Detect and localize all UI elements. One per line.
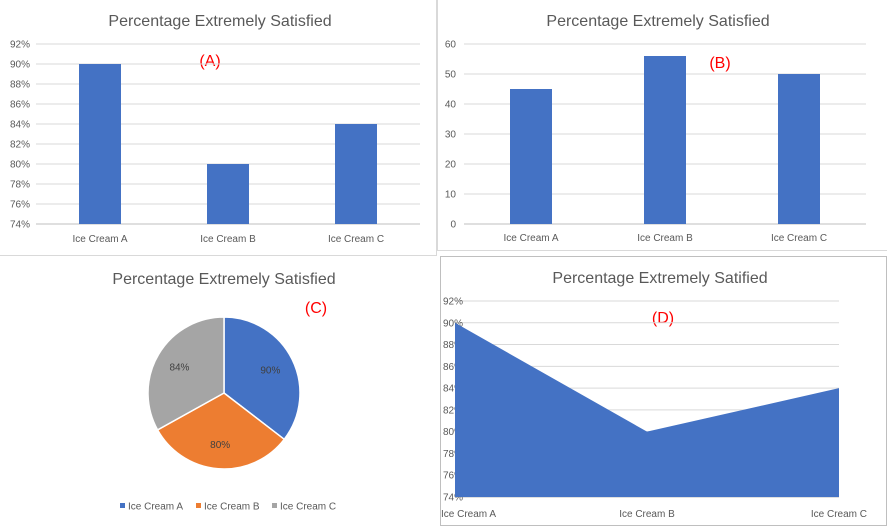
- y-tick-label: 92%: [10, 40, 30, 51]
- legend-label: Ice Cream A: [128, 502, 183, 513]
- bar-chart-a: Percentage Extremely Satisfied (A) 92% 90…: [10, 13, 420, 245]
- chart-title: Percentage Extremely Satisfied: [546, 13, 769, 30]
- y-tick-label: 40: [445, 100, 457, 111]
- bar-ice-cream-b: [644, 56, 686, 224]
- pie-data-label: 90%: [260, 366, 280, 377]
- area-series: [455, 322, 839, 497]
- y-tick-label: 80%: [10, 160, 30, 171]
- panel-tag: (A): [199, 53, 220, 70]
- y-tick-label: 50: [445, 70, 457, 81]
- bar-chart-b: Percentage Extremely Satisfied (B) 60 50 4…: [445, 13, 866, 244]
- y-tick-label: 92%: [443, 297, 463, 308]
- y-tick-label: 86%: [10, 100, 30, 111]
- chart-panel-b: Percentage Extremely Satisfied (B) 60 50 4…: [437, 0, 887, 251]
- pie-slice-ice-cream-c: [147, 316, 225, 431]
- pie-chart-c: Percentage Extremely Satisfied (C) 90% 80…: [112, 271, 336, 513]
- bar-ice-cream-c: [778, 74, 820, 224]
- y-tick-label: 76%: [443, 471, 463, 482]
- y-tick-label: 84%: [443, 384, 463, 395]
- y-tick-label: 88%: [443, 340, 463, 351]
- legend-label: Ice Cream B: [204, 502, 260, 513]
- chart-title: Percentage Extremely Satisfied: [112, 271, 335, 288]
- chart-panel-d: Percentage Extremely Satified (D) 92% 90%…: [440, 256, 887, 526]
- legend-swatch: [120, 503, 125, 508]
- chart-title: Percentage Extremely Satisfied: [108, 13, 331, 30]
- pie-data-label: 84%: [169, 362, 189, 373]
- y-tick-label: 74%: [443, 493, 463, 504]
- bar-ice-cream-a: [79, 64, 121, 224]
- legend-swatch: [272, 503, 277, 508]
- pie-slice-ice-cream-b: [156, 392, 286, 470]
- y-tick-label: 90%: [443, 318, 463, 329]
- y-tick-label: 84%: [10, 120, 30, 131]
- y-tick-label: 0: [450, 220, 456, 231]
- pie-data-label: 80%: [210, 440, 230, 451]
- legend-label: Ice Cream C: [280, 502, 336, 513]
- y-tick-label: 74%: [10, 220, 30, 231]
- area-chart-d: Percentage Extremely Satified (D) 92% 90%…: [441, 270, 867, 520]
- y-tick-label: 30: [445, 130, 457, 141]
- x-tick-label: Ice Cream B: [200, 234, 256, 245]
- y-tick-label: 82%: [10, 140, 30, 151]
- panel-tag: (D): [652, 310, 674, 327]
- chart-panel-c: Percentage Extremely Satisfied (C) 90% 80…: [0, 256, 440, 528]
- y-tick-label: 10: [445, 190, 457, 201]
- x-tick-label: Ice Cream A: [72, 234, 127, 245]
- chart-title: Percentage Extremely Satified: [552, 270, 767, 287]
- x-tick-label: Ice Cream C: [328, 234, 384, 245]
- legend-swatch: [196, 503, 201, 508]
- y-tick-label: 80%: [443, 427, 463, 438]
- x-tick-label: Ice Cream C: [771, 233, 827, 244]
- panel-tag: (C): [305, 300, 327, 317]
- y-tick-label: 78%: [10, 180, 30, 191]
- y-tick-label: 60: [445, 40, 457, 51]
- y-tick-label: 82%: [443, 405, 463, 416]
- pie-slice-ice-cream-a: [223, 316, 301, 441]
- y-tick-label: 78%: [443, 449, 463, 460]
- bar-ice-cream-b: [207, 164, 249, 224]
- panel-tag: (B): [709, 55, 730, 72]
- y-tick-label: 86%: [443, 362, 463, 373]
- x-tick-label: Ice Cream A: [441, 509, 496, 520]
- y-tick-label: 88%: [10, 80, 30, 91]
- chart-panel-a: Percentage Extremely Satisfied (A) 92% 90…: [0, 0, 437, 256]
- x-tick-label: Ice Cream A: [503, 233, 558, 244]
- x-tick-label: Ice Cream B: [619, 509, 675, 520]
- y-tick-label: 90%: [10, 60, 30, 71]
- bar-ice-cream-a: [510, 89, 552, 224]
- x-tick-label: Ice Cream B: [637, 233, 693, 244]
- y-tick-label: 20: [445, 160, 457, 171]
- y-tick-label: 76%: [10, 200, 30, 211]
- bar-ice-cream-c: [335, 124, 377, 224]
- x-tick-label: Ice Cream C: [811, 509, 867, 520]
